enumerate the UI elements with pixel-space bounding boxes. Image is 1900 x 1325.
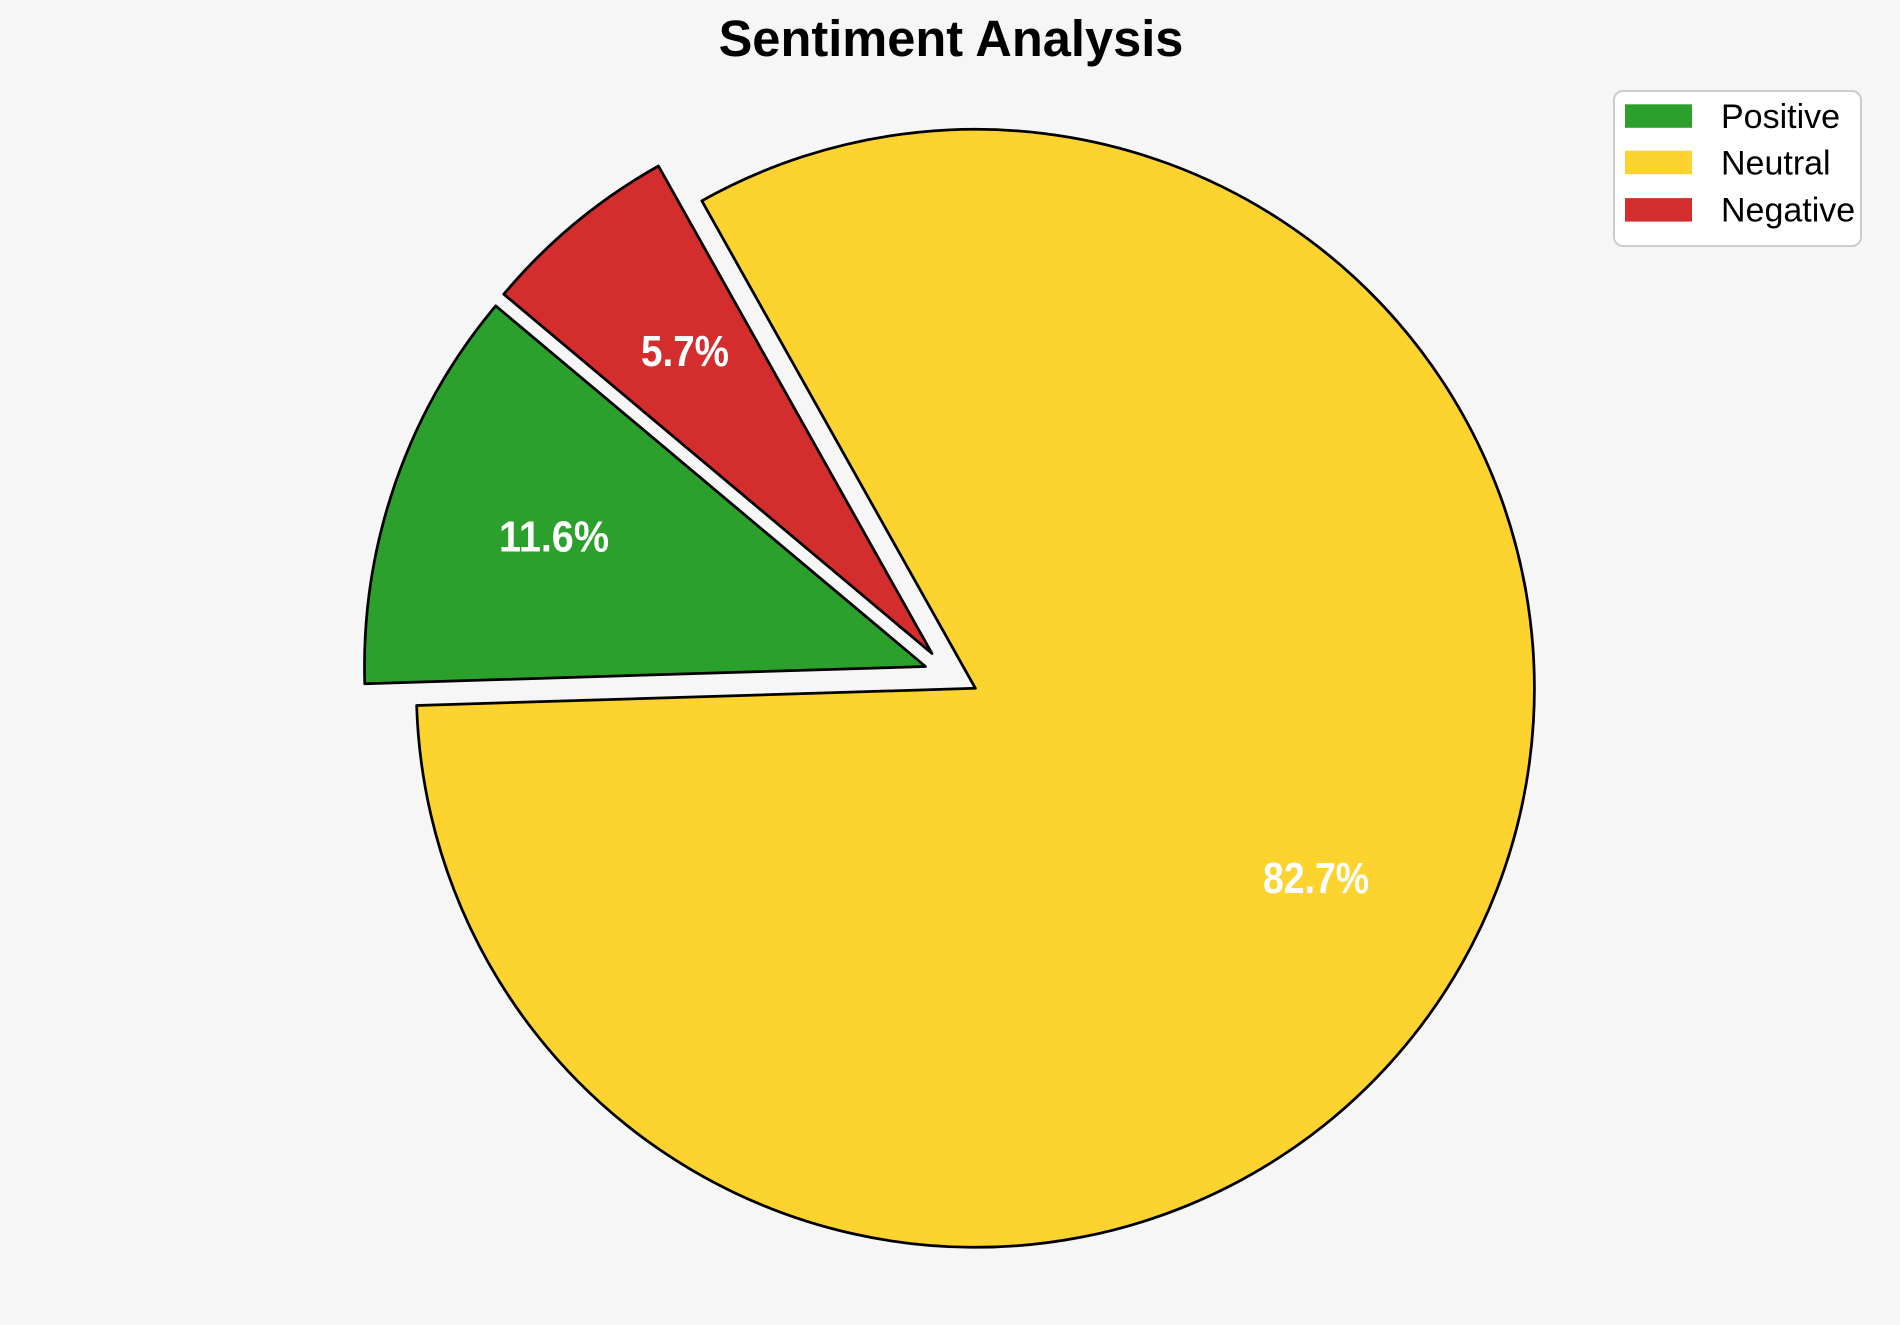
svg-text:Sentiment Analysis: Sentiment Analysis: [719, 10, 1184, 67]
svg-text:Positive: Positive: [1721, 98, 1840, 136]
svg-text:Negative: Negative: [1721, 192, 1855, 230]
svg-text:82.7%: 82.7%: [1263, 855, 1369, 903]
svg-text:5.7%: 5.7%: [641, 328, 729, 376]
svg-text:Neutral: Neutral: [1721, 145, 1831, 183]
svg-text:11.6%: 11.6%: [499, 514, 609, 562]
